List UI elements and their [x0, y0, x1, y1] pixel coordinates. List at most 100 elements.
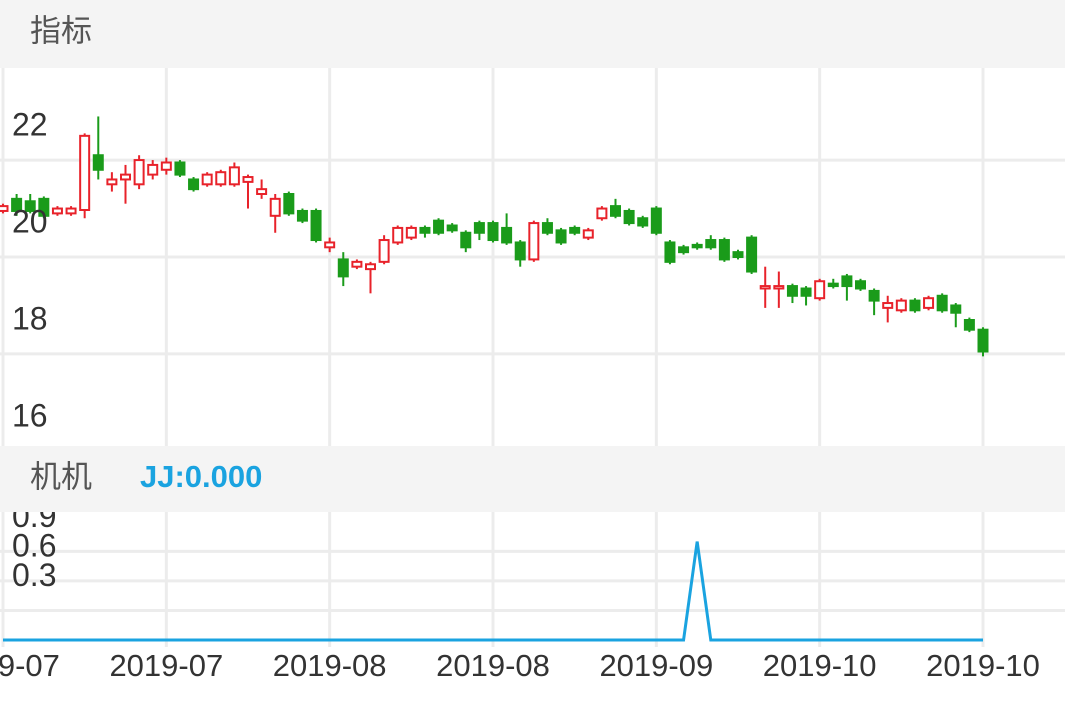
candle-body	[882, 302, 894, 309]
candle-body	[378, 239, 390, 263]
candle-body	[841, 275, 853, 288]
candle-body	[188, 178, 200, 191]
candle-body	[283, 193, 295, 215]
candle-plot	[0, 68, 1065, 446]
candle-body	[11, 197, 23, 212]
candle-body	[433, 219, 445, 234]
candle-body	[569, 226, 581, 234]
x-tick-label: 2019-08	[273, 648, 387, 683]
candle-body	[133, 159, 145, 186]
y-tick-label: 0.6	[12, 527, 56, 563]
x-axis: 2019-07 2019-07 2019-08 2019-08 2019-09 2019-…	[0, 648, 1040, 683]
y-axis: 0.30.60.9	[12, 498, 56, 593]
candle-body	[242, 176, 254, 183]
x-tick-label: 2019-07	[0, 648, 60, 683]
x-tick-label: 2019-10	[763, 648, 877, 683]
candle-body	[664, 241, 676, 263]
x-tick-label: 2019-10	[926, 648, 1040, 683]
candle-body	[24, 200, 36, 212]
candle-body	[582, 229, 594, 239]
x-tick-label: 2019-07	[109, 648, 223, 683]
candle-body	[256, 188, 268, 195]
candle-body	[215, 171, 227, 186]
candle-body	[759, 285, 771, 290]
candle-body	[365, 263, 376, 271]
candle-body	[623, 209, 635, 225]
candle-body	[106, 178, 118, 186]
candle-body	[337, 258, 349, 278]
candle-body	[51, 207, 63, 215]
panel-title: 指标	[30, 14, 92, 50]
candle-body	[800, 287, 812, 297]
line-series	[3, 541, 983, 642]
candle-body	[963, 319, 975, 331]
candle-body	[705, 239, 717, 249]
y-tick-label: 0.9	[12, 498, 56, 534]
candle-body	[610, 205, 621, 217]
candle-body	[487, 222, 499, 242]
candle-body	[746, 236, 758, 273]
candle-body	[160, 161, 172, 171]
candle-body	[814, 280, 826, 300]
y-axis: 16 18 20 22	[12, 107, 48, 434]
candle-body	[541, 222, 553, 234]
candle-body	[38, 197, 50, 217]
candle-body	[296, 209, 308, 222]
candle-body	[637, 217, 649, 227]
candle-body	[419, 226, 431, 234]
candle-body	[351, 260, 363, 268]
candle-body	[732, 251, 744, 258]
candle-body	[460, 231, 472, 249]
candle-body	[868, 289, 880, 302]
y-tick-label: 18	[12, 300, 48, 336]
candle-body	[596, 207, 608, 220]
candle-body	[65, 207, 77, 215]
x-tick-label: 2019-09	[599, 648, 713, 683]
candle-body	[201, 173, 213, 186]
candle-body	[691, 243, 703, 249]
candle-body	[786, 285, 798, 297]
candle-body	[827, 282, 839, 288]
candle-body	[392, 226, 404, 244]
legend-text: JJ:0.000	[140, 459, 262, 494]
y-tick-label: 20	[12, 203, 48, 239]
y-tick-label: 0.3	[12, 557, 56, 593]
candle-body	[120, 173, 131, 181]
candle-body	[936, 294, 948, 312]
candle-body	[773, 285, 785, 290]
candle-body	[514, 241, 526, 261]
candle-body	[79, 134, 91, 211]
header-bar	[0, 0, 1065, 68]
candle-body	[923, 297, 935, 309]
candle-body	[950, 304, 962, 314]
candle-body	[228, 166, 240, 186]
candle-body	[977, 328, 989, 353]
candle-body	[473, 222, 485, 234]
candle-body	[555, 229, 567, 244]
candle-body	[405, 226, 417, 239]
line-plot	[0, 512, 1065, 647]
y-tick-label: 22	[12, 107, 48, 143]
candle-body	[895, 299, 907, 312]
candle-body	[501, 226, 513, 244]
candle-body	[269, 197, 281, 217]
candle-body	[909, 299, 921, 312]
candle-body	[147, 163, 159, 176]
candle-body	[528, 222, 540, 261]
candle-body	[855, 280, 866, 290]
x-tick-label: 2019-08	[436, 648, 550, 683]
header-bar	[0, 446, 1065, 512]
panel-title: 机机	[30, 460, 92, 496]
candle-body	[92, 154, 104, 171]
candle-body	[0, 205, 9, 212]
candle-body	[310, 209, 322, 242]
candle-body	[324, 241, 336, 249]
candle-body	[446, 224, 458, 232]
candle-body	[650, 207, 662, 234]
y-tick-label: 16	[12, 397, 48, 433]
candle-body	[718, 239, 730, 261]
candle-body	[678, 246, 690, 254]
candle-body	[174, 161, 186, 176]
